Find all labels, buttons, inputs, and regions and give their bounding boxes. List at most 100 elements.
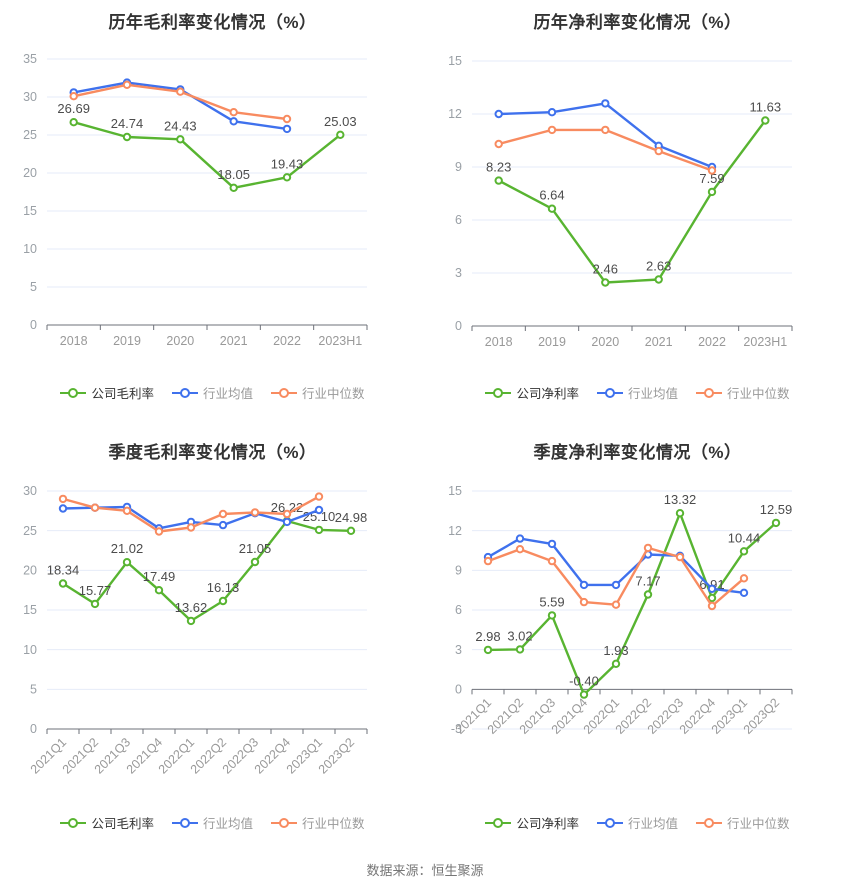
svg-text:1.93: 1.93 (603, 643, 628, 658)
svg-text:7.17: 7.17 (635, 574, 660, 589)
x-category-label: 2023Q2 (741, 696, 782, 737)
series-markers-company (494, 116, 770, 287)
y-tick-label: 0 (30, 318, 37, 332)
svg-text:21.05: 21.05 (239, 541, 272, 556)
chart-title-annual-net-margin: 历年净利率变化情况（%） (533, 13, 742, 32)
y-tick-label: 5 (30, 683, 37, 697)
series-markers-company (483, 509, 781, 699)
series-labels-company: 26.69 24.74 24.43 18.05 19.43 25.03 (57, 101, 356, 182)
y-tick-label: 30 (23, 90, 37, 104)
legend-marker-median-icon (696, 387, 722, 398)
svg-text:24.98: 24.98 (335, 510, 368, 525)
svg-text:6.64: 6.64 (539, 188, 564, 203)
series-markers-company (69, 118, 345, 193)
legend-marker-company-icon (485, 387, 512, 398)
y-tick-label: 15 (23, 204, 37, 218)
annual-gross-margin-plot: 0 5 10 15 20 25 30 35 2018 2019 2020 2021 2022 2023H1… (23, 52, 368, 348)
legend-item-mean[interactable]: 行业均值 (171, 383, 253, 402)
legend-marker-mean-icon (596, 387, 623, 398)
y-tick-label: 20 (23, 166, 37, 180)
legend-label: 公司毛利率 (91, 817, 154, 831)
series-line-company (62, 519, 352, 623)
y-tick-label: 10 (23, 242, 37, 256)
y-tick-label: 25 (23, 524, 37, 538)
legend-item-company[interactable]: 公司净利率 (485, 813, 579, 832)
svg-text:18.34: 18.34 (47, 563, 80, 578)
y-tick-label: 25 (23, 128, 37, 142)
quarterly-net-margin-chart: 季度净利率变化情况（%） -3 0 3 6 9 12 15 2021Q1 2021Q2 2021Q… (425, 430, 850, 860)
svg-text:2.63: 2.63 (646, 259, 671, 274)
legend-item-mean[interactable]: 行业均值 (596, 813, 678, 832)
svg-text:7.59: 7.59 (699, 171, 724, 186)
x-category-label: 2020 (166, 334, 194, 348)
annual-net-margin-chart: 历年净利率变化情况（%） 0 3 6 9 12 15 2018 2019 2020 2021 202… (425, 0, 850, 430)
x-category-label: 2021 (645, 335, 673, 349)
legend-marker-median-icon (696, 817, 722, 828)
legend-label: 行业中位数 (302, 387, 365, 401)
series-line-company (73, 121, 342, 190)
legend-label: 行业均值 (627, 817, 678, 831)
svg-text:21.02: 21.02 (111, 541, 144, 556)
series-line-median (498, 128, 713, 172)
quarterly-net-margin-legend: 公司净利率 行业均值 行业中位数 (425, 813, 850, 832)
legend-marker-company-icon (485, 817, 512, 828)
svg-text:11.63: 11.63 (750, 100, 782, 115)
y-tick-label: 15 (23, 603, 37, 617)
svg-text:12.59: 12.59 (760, 502, 793, 517)
annual-net-margin-legend: 公司净利率 行业均值 行业中位数 (425, 383, 850, 402)
legend-label: 行业中位数 (727, 817, 790, 831)
svg-text:2.98: 2.98 (475, 629, 500, 644)
legend-item-median[interactable]: 行业中位数 (271, 813, 365, 832)
quarterly-gross-margin-chart: 季度毛利率变化情况（%） 0 5 10 15 20 25 30 2021Q1 2021Q2 202… (0, 430, 425, 860)
y-tick-label: 30 (23, 484, 37, 498)
svg-text:2.46: 2.46 (593, 262, 618, 277)
legend-label: 行业均值 (627, 387, 678, 401)
svg-text:15.77: 15.77 (79, 583, 112, 598)
series-line-company (487, 511, 777, 696)
legend-item-company[interactable]: 公司毛利率 (60, 813, 154, 832)
legend-item-mean[interactable]: 行业均值 (596, 383, 678, 402)
legend-item-median[interactable]: 行业中位数 (696, 813, 790, 832)
svg-text:16.13: 16.13 (207, 580, 240, 595)
legend-item-company[interactable]: 公司毛利率 (60, 383, 154, 402)
data-source-footer: 数据来源：恒生聚源 (366, 863, 484, 878)
svg-text:17.49: 17.49 (143, 569, 176, 584)
series-labels-company: 8.23 6.64 2.46 2.63 7.59 11.63 (486, 100, 781, 277)
x-category-label: 2023H1 (318, 334, 362, 348)
y-tick-label: 5 (30, 280, 37, 294)
x-category-label: 2019 (538, 335, 566, 349)
y-tick-label: 0 (455, 319, 462, 333)
svg-text:24.74: 24.74 (111, 116, 144, 131)
x-category-label: 2021 (220, 334, 248, 348)
y-tick-label: 12 (448, 107, 462, 121)
y-tick-label: 10 (23, 643, 37, 657)
chart-title-quarterly-net-margin: 季度净利率变化情况（%） (533, 443, 742, 462)
y-tick-label: 35 (23, 52, 37, 66)
series-markers-median (69, 80, 292, 124)
x-category-label: 2022 (698, 335, 726, 349)
svg-text:18.05: 18.05 (217, 167, 250, 182)
legend-item-company[interactable]: 公司净利率 (485, 383, 579, 402)
legend-label: 行业中位数 (727, 387, 790, 401)
series-line-company (498, 119, 767, 284)
legend-label: 行业均值 (202, 387, 253, 401)
svg-text:3.02: 3.02 (507, 628, 532, 643)
series-markers-median (58, 492, 324, 536)
y-tick-label: 20 (23, 564, 37, 578)
y-tick-label: 3 (455, 643, 462, 657)
svg-text:8.23: 8.23 (486, 160, 511, 175)
quarterly-gross-margin-legend: 公司毛利率 行业均值 行业中位数 (0, 813, 425, 832)
legend-item-mean[interactable]: 行业均值 (171, 813, 253, 832)
legend-item-median[interactable]: 行业中位数 (696, 383, 790, 402)
y-tick-label: 3 (455, 266, 462, 280)
legend-marker-mean-icon (596, 817, 623, 828)
chart-title-quarterly-gross-margin: 季度毛利率变化情况（%） (108, 443, 317, 462)
legend-label: 行业均值 (202, 817, 253, 831)
x-category-label: 2023H1 (743, 335, 787, 349)
series-labels-company: 2.98 3.025.59-0.401.937.1713.326.9110.441… (475, 492, 792, 688)
y-tick-label: 12 (448, 524, 462, 538)
legend-item-median[interactable]: 行业中位数 (271, 383, 365, 402)
x-category-label: 2020 (591, 335, 619, 349)
annual-gross-margin-chart: 历年毛利率变化情况（%） 0 5 10 15 20 25 30 35 2018 2019 2020 2… (0, 0, 425, 430)
